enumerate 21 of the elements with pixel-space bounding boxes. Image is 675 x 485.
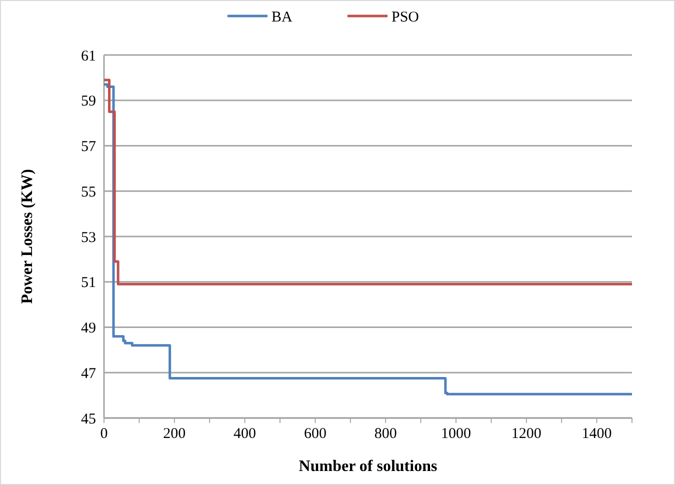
y-tick-label: 57 (81, 139, 96, 155)
x-tick-label: 1400 (582, 426, 612, 442)
y-tick-label: 59 (81, 94, 96, 110)
y-tick-label: 61 (81, 48, 96, 64)
y-tick-label: 45 (81, 411, 96, 428)
y-tick-label: 49 (81, 320, 96, 336)
x-axis-title: Number of solutions (298, 458, 438, 475)
x-tick-label: 200 (163, 426, 186, 442)
x-tick-label: 600 (304, 426, 326, 442)
y-tick-label: 47 (81, 366, 96, 382)
legend-label: BA (272, 9, 293, 26)
y-tick-label: 55 (81, 184, 96, 200)
y-tick-label: 53 (81, 230, 96, 246)
legend-label: PSO (392, 9, 420, 26)
y-tick-label: 51 (81, 275, 96, 292)
x-tick-label: 1000 (441, 426, 471, 442)
x-tick-label: 0 (100, 426, 108, 442)
x-tick-label: 1200 (511, 426, 542, 442)
x-tick-label: 400 (234, 426, 256, 442)
y-axis-title: Power Losses (KW) (19, 169, 36, 304)
x-tick-label: 800 (374, 426, 397, 442)
